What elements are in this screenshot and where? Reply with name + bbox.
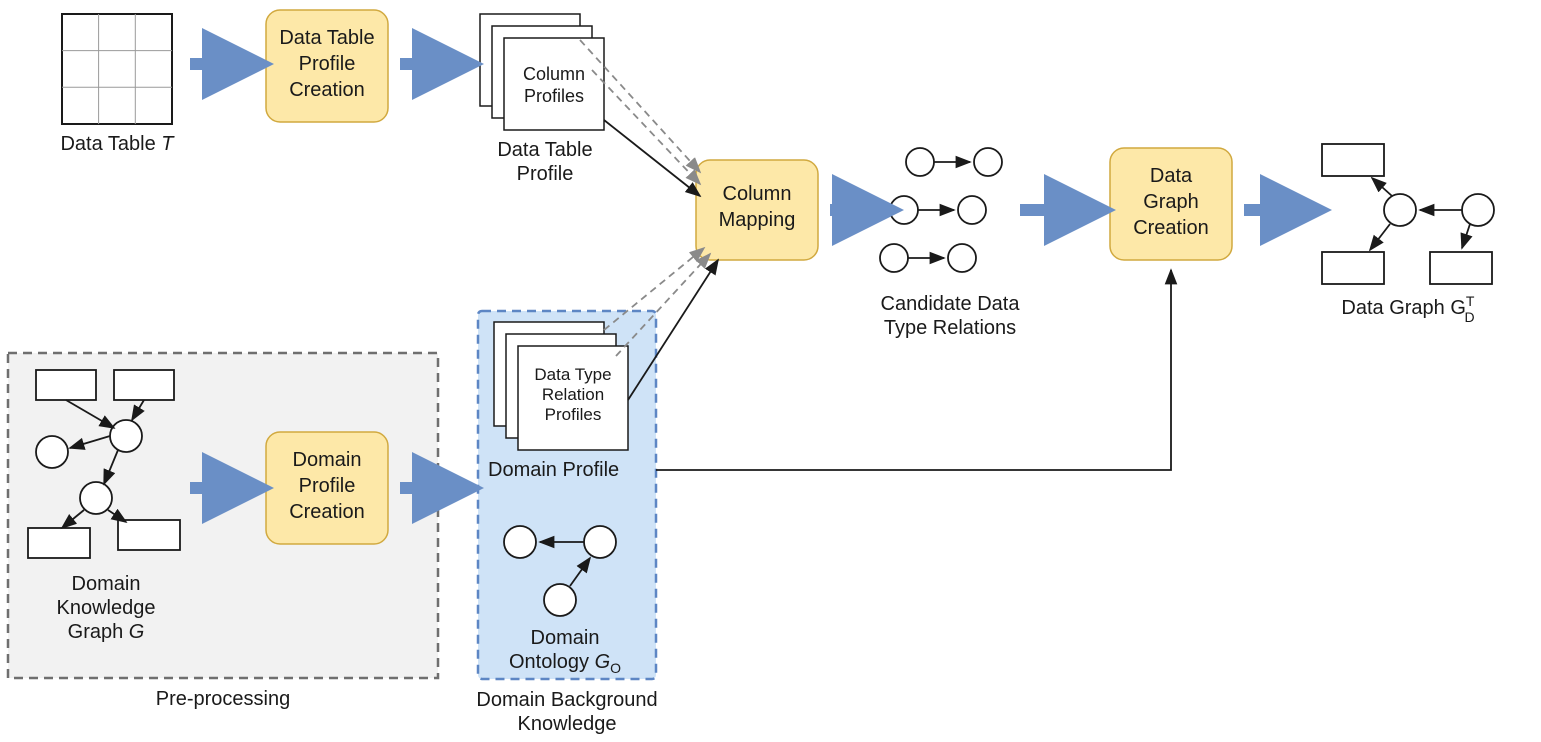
dpc-l2: Profile	[299, 475, 356, 497]
data-graph-icon	[1322, 144, 1494, 284]
cm-l2: Mapping	[719, 209, 796, 231]
dtp-label-1: Data Table	[497, 139, 592, 161]
ptpc-l2: Profile	[299, 53, 356, 75]
ptpc-l3: Creation	[289, 79, 365, 101]
dkg-l2: Knowledge	[57, 597, 156, 619]
dtp-label-2: Profile	[517, 163, 574, 185]
dgc-l1: Data	[1150, 165, 1193, 187]
data-table-profile-stack: Column Profiles	[480, 14, 604, 130]
dkg-l1: Domain	[72, 573, 141, 595]
candidate-relations-icon	[880, 148, 1002, 272]
col-profiles-l2: Profiles	[524, 86, 584, 106]
dtr-l2: Relation	[542, 385, 604, 404]
dtr-l3: Profiles	[545, 405, 602, 424]
pipeline-diagram: Pre-processing Domain Background Knowled…	[0, 0, 1541, 742]
dkg-l3: Graph G	[68, 621, 145, 643]
domain-bg-label-1: Domain Background	[476, 689, 657, 711]
domain-bg-label-2: Knowledge	[518, 713, 617, 735]
data-table-label: Data Table T	[60, 133, 175, 155]
cm-l1: Column	[723, 183, 792, 205]
donto-l2: Ontology GO	[509, 651, 621, 676]
donto-l1: Domain	[531, 627, 600, 649]
preprocessing-label: Pre-processing	[156, 688, 291, 710]
col-profiles-l1: Column	[523, 64, 585, 84]
data-table-icon	[62, 14, 172, 124]
domain-profile-label: Domain Profile	[488, 459, 619, 481]
cr-l1: Candidate Data	[881, 293, 1021, 315]
dgc-l3: Creation	[1133, 217, 1209, 239]
domain-profile-stack: Data Type Relation Profiles	[494, 322, 628, 450]
connector-lines	[580, 40, 1171, 470]
cr-l2: Type Relations	[884, 317, 1016, 339]
dpc-l3: Creation	[289, 501, 365, 523]
dpc-l1: Domain	[293, 449, 362, 471]
dgc-l2: Graph	[1143, 191, 1199, 213]
ptpc-l1: Data Table	[279, 27, 374, 49]
dg-label: Data Graph GTD	[1341, 293, 1475, 325]
dtr-l1: Data Type	[534, 365, 611, 384]
